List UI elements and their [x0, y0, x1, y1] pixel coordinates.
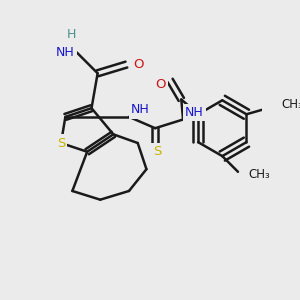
- Text: NH: NH: [56, 46, 75, 59]
- Text: O: O: [155, 78, 166, 91]
- Text: S: S: [57, 136, 65, 149]
- Text: H: H: [67, 28, 76, 41]
- Text: CH₃: CH₃: [248, 168, 270, 181]
- Text: NH: NH: [185, 106, 204, 119]
- Text: NH: NH: [131, 103, 149, 116]
- Text: S: S: [153, 145, 161, 158]
- Text: O: O: [134, 58, 144, 71]
- Text: CH₃: CH₃: [281, 98, 300, 111]
